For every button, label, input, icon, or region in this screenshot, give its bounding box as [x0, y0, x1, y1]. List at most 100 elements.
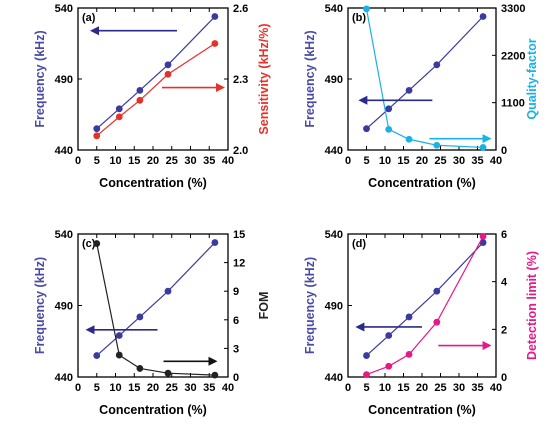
arrow-left [85, 325, 158, 335]
x-tick-label: 10 [109, 382, 121, 394]
data-point [479, 13, 487, 20]
x-tick-label: 0 [345, 382, 351, 394]
data-point [115, 351, 123, 359]
series-right [93, 40, 219, 140]
x-tick-label: 15 [397, 155, 409, 167]
panel-4: 0 5 10 15 20 25 30 35 404404905400246Concentrati… [303, 229, 539, 417]
x-tick-label: 35 [471, 382, 483, 394]
x-tick-label: 35 [471, 155, 483, 167]
x-axis-label: Concentration (%) [99, 176, 207, 190]
x-tick-label: 10 [379, 382, 391, 394]
y-axis-label: Frequency (kHz) [33, 257, 47, 354]
y-tick-label: 440 [55, 372, 73, 384]
data-point [115, 332, 123, 339]
y2-axis-label: Sensitivity (kHz/%) [257, 23, 271, 134]
data-point [211, 371, 219, 379]
y2-axis-label: Detection limit (%) [525, 251, 539, 360]
x-tick-label: 20 [147, 155, 159, 167]
y2-tick-label: 6 [501, 229, 507, 241]
series-left [93, 13, 219, 133]
series-right [363, 232, 487, 379]
y2-tick-label: 6 [233, 315, 239, 327]
data-point [385, 362, 393, 370]
x-tick-label: 15 [397, 382, 409, 394]
arrow-left [90, 26, 177, 36]
data-point [405, 86, 413, 94]
x-tick-label: 15 [128, 382, 140, 394]
x-tick-label: 5 [94, 155, 100, 167]
arrow-left [355, 322, 422, 332]
arrow-right [438, 341, 492, 351]
x-tick-label: 20 [416, 155, 428, 167]
data-point [385, 125, 393, 133]
y2-tick-label: 12 [233, 258, 245, 270]
data-point [93, 125, 101, 133]
series-line [96, 16, 216, 130]
panel-3: 0 5 10 15 20 25 30 35 40 440 490 540 0 3 6 9 12 15 Concent… [33, 229, 271, 417]
data-point [363, 5, 370, 13]
data-point [433, 141, 441, 149]
data-point [405, 313, 413, 321]
panel-2: 0 5 10 15 20 25 30 35 404404905400110022003300Co… [303, 3, 539, 190]
x-axis-label: Concentration (%) [368, 176, 476, 190]
y2-axis-label: Quality-factor [525, 38, 539, 119]
y2-tick-label: 2.3 [233, 74, 248, 86]
data-point [385, 332, 393, 339]
panel-1: 0 5 10 15 20 25 30 35 40 440 490 540 2.0 2.3 2.6 Concen… [33, 3, 271, 190]
y2-tick-label: 0 [501, 145, 507, 157]
arrow-right [162, 83, 225, 93]
y2-tick-label: 4 [501, 277, 508, 289]
x-tick-label: 30 [453, 155, 465, 167]
data-point [211, 239, 219, 246]
arrow-right [429, 134, 492, 144]
x-tick-label: 25 [434, 155, 446, 167]
series-left [363, 239, 487, 359]
y2-tick-label: 2.6 [233, 3, 248, 15]
series-right [93, 240, 219, 379]
data-point [136, 86, 144, 94]
data-point [385, 105, 393, 113]
panel-label: (a) [82, 12, 96, 24]
x-tick-label: 40 [490, 155, 502, 167]
series-line [96, 42, 216, 137]
x-tick-label: 5 [94, 382, 100, 394]
data-point [136, 313, 144, 321]
x-tick-label: 10 [379, 155, 391, 167]
x-axis-label: Concentration (%) [99, 403, 207, 417]
y2-tick-label: 1100 [501, 98, 525, 110]
panel-label: (c) [82, 238, 96, 250]
series-right [363, 5, 487, 151]
data-point [211, 40, 219, 47]
data-point [115, 113, 123, 121]
data-point [405, 135, 413, 143]
y-axis-label: Frequency (kHz) [303, 257, 317, 354]
data-point [433, 318, 441, 326]
panel-label: (b) [352, 12, 366, 24]
data-point [115, 105, 123, 113]
x-tick-label: 20 [147, 382, 159, 394]
x-tick-label: 25 [166, 155, 178, 167]
series-line [96, 242, 216, 356]
y-axis-label: Frequency (kHz) [303, 30, 317, 127]
x-tick-label: 5 [363, 382, 369, 394]
x-tick-label: 20 [416, 382, 428, 394]
series-left [93, 239, 219, 359]
data-point [363, 352, 370, 359]
data-point [433, 61, 441, 69]
x-axis-label: Concentration (%) [368, 403, 476, 417]
x-tick-label: 30 [453, 382, 465, 394]
panel-label: (d) [352, 238, 366, 250]
y2-tick-label: 3300 [501, 3, 525, 15]
y2-tick-label: 15 [233, 229, 245, 241]
data-point [479, 144, 487, 151]
y2-tick-label: 3 [233, 343, 239, 355]
data-point [433, 287, 441, 295]
data-point [164, 287, 172, 295]
y-tick-label: 490 [325, 301, 343, 313]
data-point [93, 352, 101, 359]
series-line [366, 242, 484, 356]
y-tick-label: 490 [325, 74, 343, 86]
x-tick-label: 5 [363, 155, 369, 167]
y2-tick-label: 9 [233, 286, 239, 298]
